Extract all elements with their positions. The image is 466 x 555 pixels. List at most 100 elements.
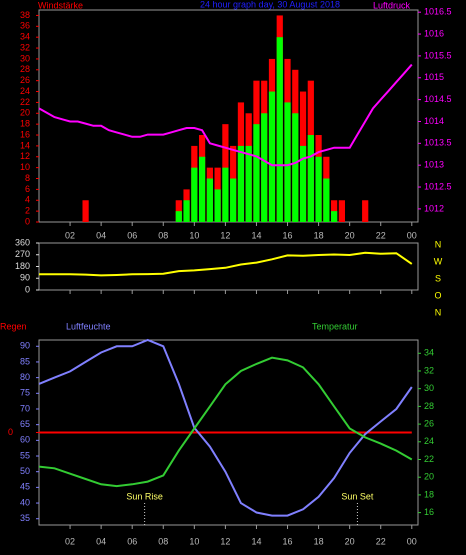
bar (292, 113, 299, 222)
bar (214, 189, 221, 222)
chart-title: 24 hour graph day, 30 August 2018 (200, 0, 340, 9)
bar (222, 167, 229, 222)
direction-label: N (435, 307, 442, 317)
y2-tick-label: 24 (424, 436, 434, 446)
bar (276, 37, 283, 222)
y2-axis-title: Luftdruck (373, 0, 411, 10)
y2-tick-label: 34 (424, 348, 434, 358)
y2-tick-label: 18 (424, 489, 434, 499)
y-tick-label: 16 (20, 129, 30, 139)
bar (323, 178, 330, 222)
y-tick-label: 2 (25, 206, 30, 216)
y-tick-label: 75 (20, 388, 30, 398)
y-tick-label: 12 (20, 151, 30, 161)
series-line (38, 338, 413, 517)
y-tick-label: 6 (25, 184, 30, 194)
y-tick-label: 26 (20, 75, 30, 85)
y-tick-label: 30 (20, 53, 30, 63)
y2-tick-label: 1013 (424, 160, 444, 170)
x-tick-label: 10 (189, 230, 199, 240)
series-name: Temperatur (312, 321, 358, 331)
y-tick-label: 0 (25, 216, 30, 226)
y2-tick-label: 1015 (424, 72, 444, 82)
bar (253, 124, 260, 222)
annotation: Sun Rise (126, 491, 163, 501)
y-tick-label: 65 (20, 419, 30, 429)
x-tick-label: 16 (283, 230, 293, 240)
bar (338, 200, 345, 222)
x-tick-label: 08 (158, 230, 168, 240)
y2-tick-label: 28 (424, 401, 434, 411)
x-tick-label: 20 (345, 536, 355, 546)
y2-tick-label: 1012.5 (424, 181, 452, 191)
bar (362, 200, 369, 222)
x-tick-label: 22 (376, 230, 386, 240)
bar (206, 178, 213, 222)
y-tick-label: 24 (20, 86, 30, 96)
bar (191, 167, 198, 222)
y-tick-label: 80 (20, 372, 30, 382)
bar (230, 178, 237, 222)
x-tick-label: 12 (220, 536, 230, 546)
y-tick-label: 360 (15, 237, 30, 247)
y-tick-label: 18 (20, 119, 30, 129)
y-tick-label: 50 (20, 466, 30, 476)
y2-tick-label: 1013.5 (424, 138, 452, 148)
bar (331, 211, 338, 222)
y-tick-label: 70 (20, 403, 30, 413)
x-tick-label: 16 (283, 536, 293, 546)
x-tick-label: 06 (127, 230, 137, 240)
y-tick-label: 34 (20, 32, 30, 42)
x-tick-label: 06 (127, 536, 137, 546)
x-tick-label: 10 (189, 536, 199, 546)
y2-tick-label: 26 (424, 418, 434, 428)
y-tick-label: 270 (15, 249, 30, 259)
y-tick-label: 20 (20, 108, 30, 118)
y3-tick-label: 0 (8, 427, 13, 437)
y2-tick-label: 20 (424, 472, 434, 482)
x-tick-label: 00 (407, 536, 417, 546)
direction-label: S (435, 273, 441, 283)
bar (237, 145, 245, 222)
y-tick-label: 40 (20, 497, 30, 507)
bar (307, 135, 314, 222)
y-tick-label: 38 (20, 10, 30, 20)
y-tick-label: 36 (20, 21, 30, 31)
y2-tick-label: 1014.5 (424, 94, 452, 104)
y2-tick-label: 1014 (424, 116, 444, 126)
bar (299, 145, 307, 222)
x-tick-label: 02 (65, 536, 75, 546)
series-line (38, 63, 413, 167)
x-tick-label: 18 (314, 536, 324, 546)
bar (261, 113, 268, 222)
series-line (39, 251, 413, 277)
y-tick-label: 45 (20, 482, 30, 492)
y2-tick-label: 16 (424, 507, 434, 517)
y-tick-label: 4 (25, 195, 30, 205)
direction-label: N (435, 239, 442, 249)
x-tick-label: 18 (314, 230, 324, 240)
direction-label: O (434, 290, 441, 300)
y2-tick-label: 1016 (424, 28, 444, 38)
bar (245, 145, 252, 222)
x-tick-label: 04 (96, 230, 106, 240)
y-tick-label: 32 (20, 42, 30, 52)
x-tick-label: 22 (376, 536, 386, 546)
y-tick-label: 28 (20, 64, 30, 74)
bar (268, 91, 276, 223)
y2-tick-label: 1016.5 (424, 7, 452, 17)
bar (315, 156, 322, 222)
y-tick-label: 35 (20, 513, 30, 523)
series-name: Regen (0, 321, 27, 331)
y-tick-label: 60 (20, 435, 30, 445)
direction-label: W (434, 256, 443, 266)
x-tick-label: 14 (251, 230, 261, 240)
bar (198, 156, 206, 222)
y-tick-label: 0 (25, 284, 30, 294)
x-tick-label: 04 (96, 536, 106, 546)
y-tick-label: 8 (25, 173, 30, 183)
bar (284, 102, 291, 222)
y2-tick-label: 32 (424, 365, 434, 375)
x-tick-label: 14 (251, 536, 261, 546)
